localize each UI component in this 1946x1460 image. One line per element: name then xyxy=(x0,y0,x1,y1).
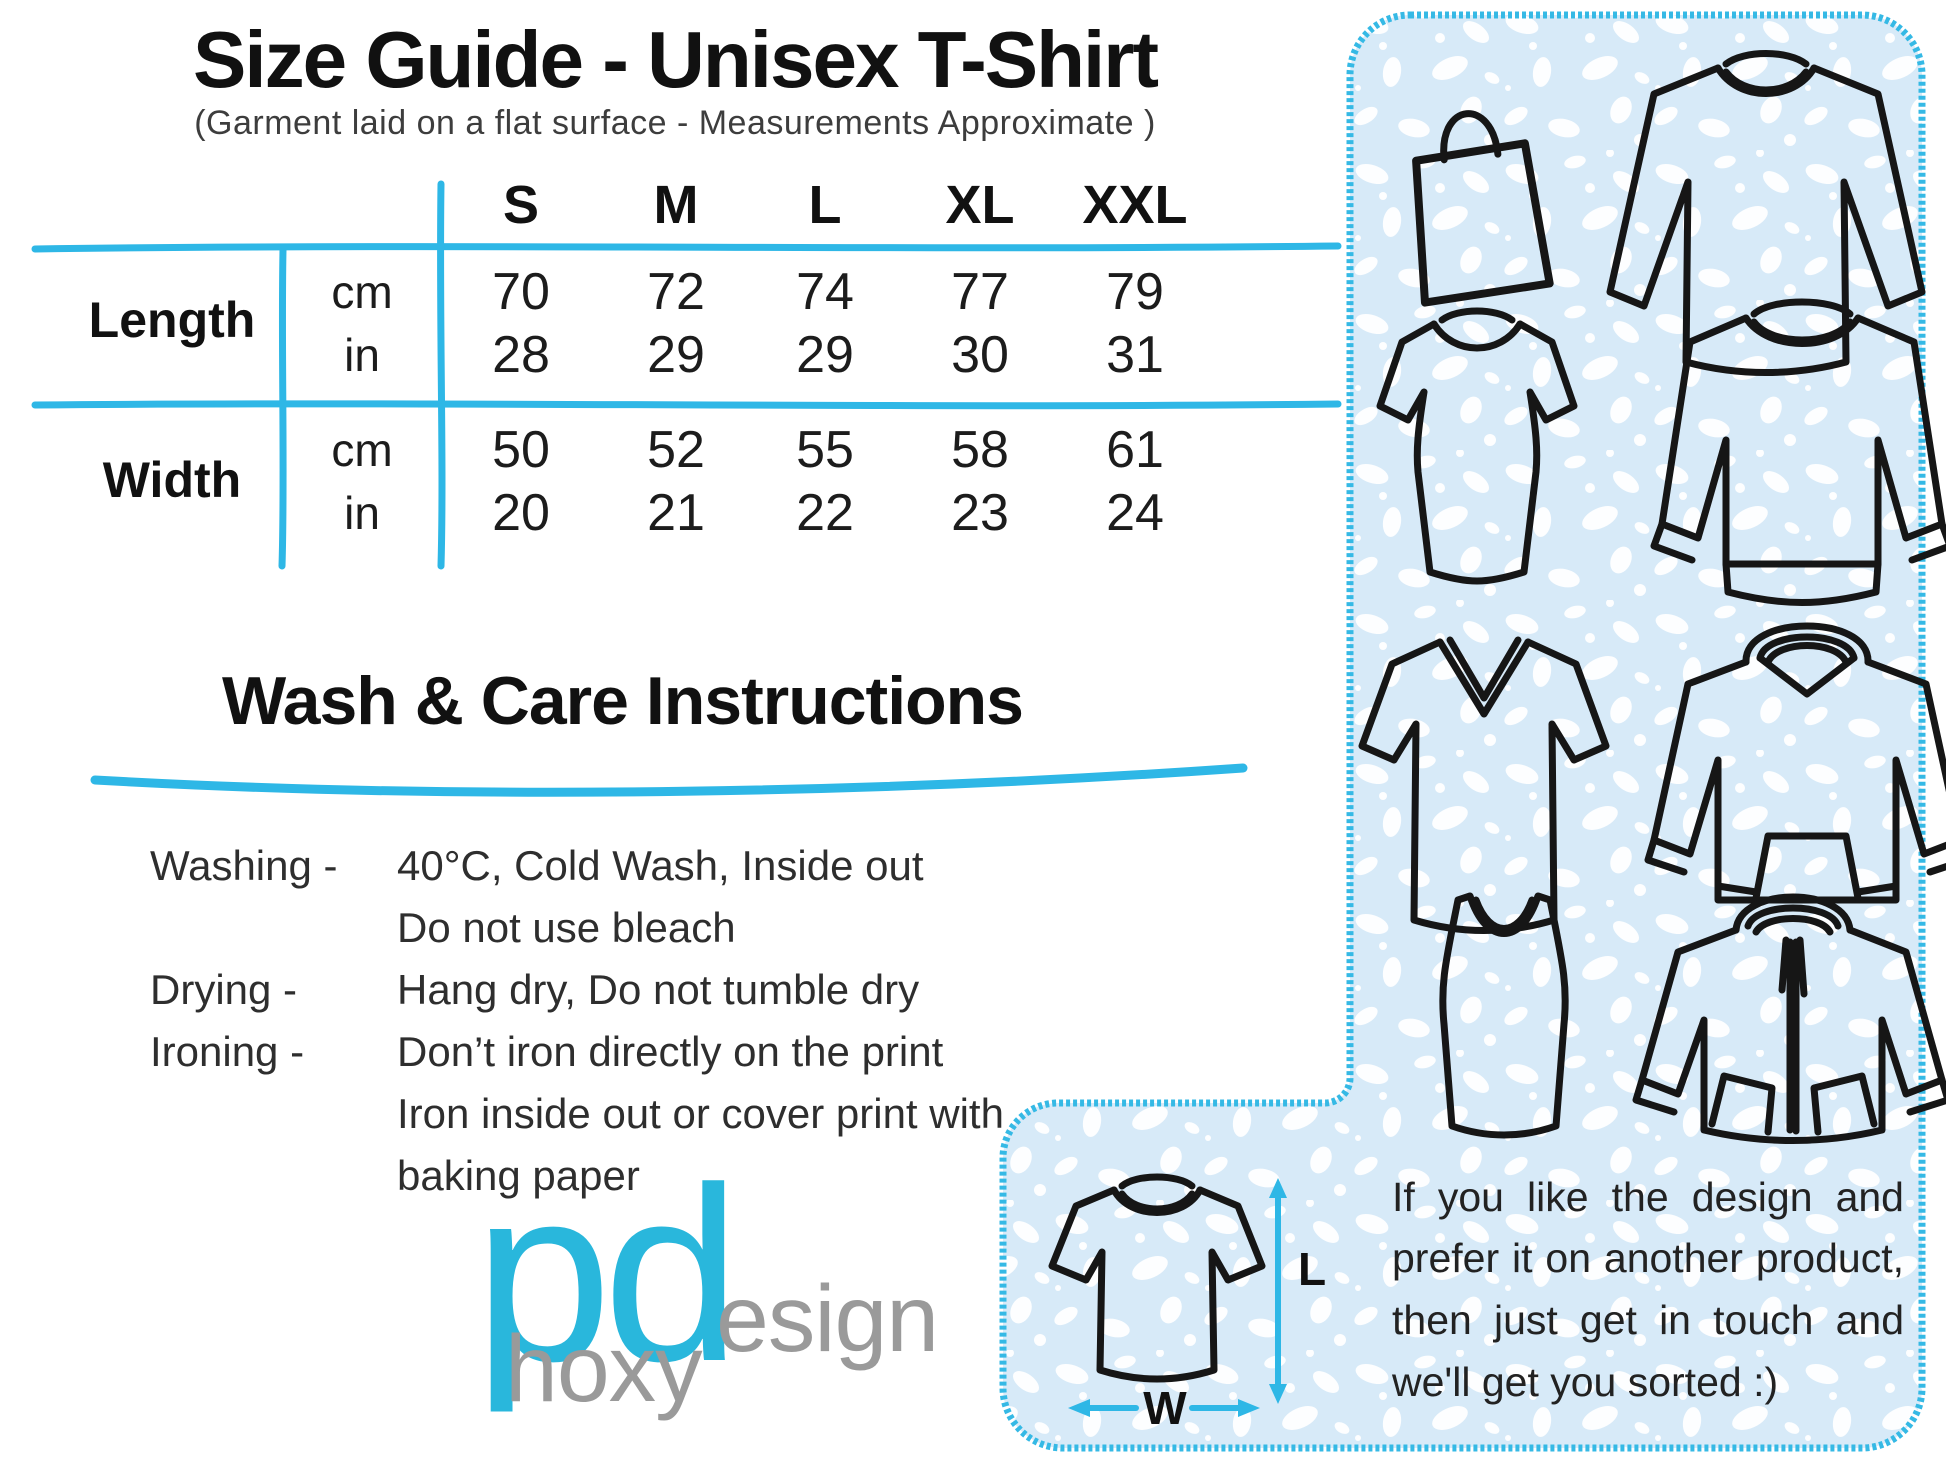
table-cell: 70 xyxy=(492,263,550,321)
womens-tee-icon xyxy=(1376,307,1578,585)
width-measure-label: W xyxy=(1143,1382,1187,1434)
phoxy-design-logo-hoxy: hoxy xyxy=(505,1316,703,1422)
care-heading-underline xyxy=(90,763,1248,797)
table-cell: 22 xyxy=(796,484,854,542)
garment-panel-background xyxy=(999,11,1926,1452)
table-cell: 79 xyxy=(1106,263,1164,321)
page-title: Size Guide - Unisex T-Shirt xyxy=(193,15,1159,104)
v-neck-tee-icon xyxy=(1358,636,1610,934)
contact-note-line: then just get in touch and xyxy=(1392,1297,1904,1343)
table-cell: 74 xyxy=(796,263,854,321)
table-cell: 30 xyxy=(951,326,1009,384)
care-text: baking paper xyxy=(397,1152,640,1199)
row-label-length: Length xyxy=(88,292,256,348)
unit-label: in xyxy=(344,329,380,381)
care-text: Iron inside out or cover print with xyxy=(397,1090,1004,1137)
care-text: 40°C, Cold Wash, Inside out xyxy=(397,842,924,889)
size-col-header-l: L xyxy=(808,175,842,235)
long-sleeve-tee-icon xyxy=(1606,50,1926,376)
sweatshirt-icon xyxy=(1650,298,1946,606)
phoxy-design-logo-esign: esign xyxy=(716,1266,939,1372)
table-cell: 72 xyxy=(647,263,705,321)
table-cell: 29 xyxy=(796,326,854,384)
length-measure-label: L xyxy=(1298,1243,1327,1295)
table-cell: 31 xyxy=(1106,326,1164,384)
unit-label: cm xyxy=(331,266,393,318)
care-text: Hang dry, Do not tumble dry xyxy=(397,966,920,1013)
table-cell: 61 xyxy=(1106,421,1164,479)
table-cell: 77 xyxy=(951,263,1009,321)
contact-note-line: If you like the design and xyxy=(1392,1174,1904,1220)
contact-note-line: we'll get you sorted :) xyxy=(1392,1359,1779,1405)
care-text: Don’t iron directly on the print xyxy=(397,1028,944,1075)
table-cell: 52 xyxy=(647,421,705,479)
table-cell: 21 xyxy=(647,484,705,542)
size-col-header-xl: XL xyxy=(945,175,1015,235)
size-col-header-s: S xyxy=(502,175,540,235)
tank-top-icon xyxy=(1439,892,1569,1139)
unit-label: cm xyxy=(331,424,393,476)
care-label-drying: Drying - xyxy=(150,966,298,1013)
table-cell: 29 xyxy=(647,326,705,384)
table-cell: 20 xyxy=(492,484,550,542)
row-label-width: Width xyxy=(102,452,242,508)
table-cell: 23 xyxy=(951,484,1009,542)
table-cell: 58 xyxy=(951,421,1009,479)
care-heading: Wash & Care Instructions xyxy=(222,663,1024,739)
tote-bag-icon xyxy=(1412,110,1554,307)
zip-hoodie-icon xyxy=(1632,893,1946,1144)
care-text: Do not use bleach xyxy=(397,904,736,951)
table-cell: 24 xyxy=(1106,484,1164,542)
table-cell: 50 xyxy=(492,421,550,479)
table-rules xyxy=(31,180,1342,570)
table-cell: 55 xyxy=(796,421,854,479)
measured-tee-icon xyxy=(1048,1173,1266,1383)
phoxy-design-logo-pd: pd xyxy=(474,1135,741,1413)
care-label-washing: Washing - xyxy=(150,842,338,889)
size-col-header-m: M xyxy=(653,175,699,235)
table-cell: 28 xyxy=(492,326,550,384)
unit-label: in xyxy=(344,487,380,539)
care-label-ironing: Ironing - xyxy=(150,1028,305,1075)
size-col-header-xxl: XXL xyxy=(1082,175,1188,235)
measurement-arrows xyxy=(1068,1178,1287,1417)
page-subtitle: (Garment laid on a flat surface - Measur… xyxy=(194,104,1156,142)
contact-note-line: prefer it on another product, xyxy=(1392,1235,1904,1281)
